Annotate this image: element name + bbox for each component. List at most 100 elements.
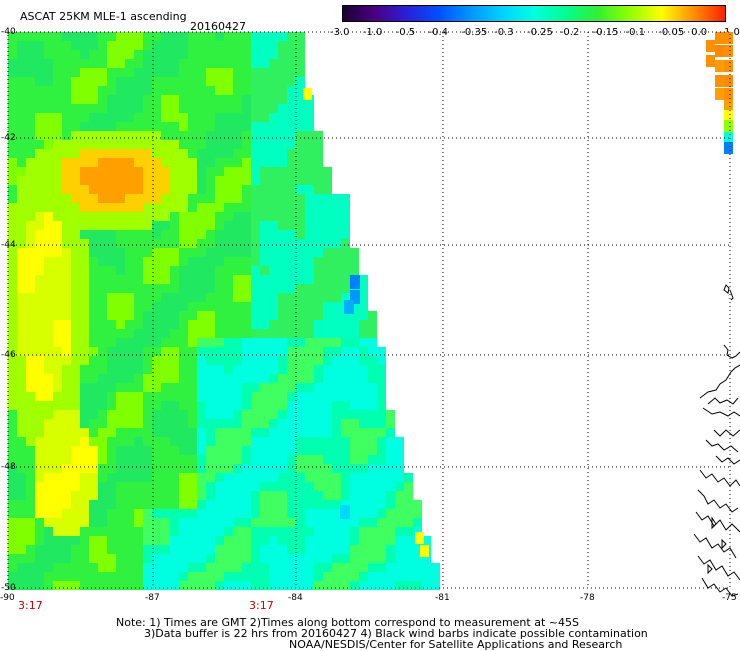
swath-cell — [116, 410, 125, 419]
swath-cell — [206, 464, 215, 473]
swath-cell — [80, 104, 89, 113]
swath-cell — [161, 446, 170, 455]
swath-cell — [53, 302, 62, 311]
swath-cell — [233, 113, 242, 122]
swath-cell — [179, 248, 188, 257]
swath-cell — [44, 446, 53, 455]
swath-cell — [44, 86, 53, 95]
swath-cell — [35, 410, 44, 419]
swath-cell — [8, 554, 17, 563]
swath-cell — [62, 149, 71, 158]
swath-cell — [143, 86, 152, 95]
swath-cell — [44, 437, 53, 446]
swath-cell — [161, 203, 170, 212]
swath-cell — [188, 77, 197, 86]
swath-cell — [125, 536, 134, 545]
swath-cell — [260, 419, 269, 428]
swath-cell — [224, 221, 233, 230]
swath-cell — [134, 32, 143, 41]
swath-cell — [161, 464, 170, 473]
swath-cell — [395, 581, 404, 590]
swath-cell — [44, 563, 53, 572]
swath-cell — [287, 392, 296, 401]
swath-cell — [80, 257, 89, 266]
swath-cell — [143, 518, 152, 527]
swath-cell — [251, 239, 260, 248]
swath-cell — [179, 185, 188, 194]
swath-cell — [161, 284, 170, 293]
swath-cell — [296, 275, 305, 284]
swath-cell — [269, 401, 278, 410]
swath-cell — [359, 356, 368, 365]
swath-cell — [287, 329, 296, 338]
swath-cell — [260, 401, 269, 410]
swath-cell — [179, 365, 188, 374]
swath-cell — [206, 365, 215, 374]
swath-cell — [260, 221, 269, 230]
swath-cell — [116, 365, 125, 374]
swath-cell — [233, 140, 242, 149]
swath-cell — [161, 257, 170, 266]
swath-cell — [287, 257, 296, 266]
swath-cell — [107, 338, 116, 347]
swath-cell — [161, 491, 170, 500]
swath-cell — [269, 131, 278, 140]
swath-cell — [305, 428, 314, 437]
swath-cell — [44, 356, 53, 365]
swath-cell — [359, 365, 368, 374]
swath-cell — [269, 284, 278, 293]
swath-cell — [197, 365, 206, 374]
swath-cell — [35, 464, 44, 473]
swath-cell — [80, 500, 89, 509]
swath-cell — [116, 284, 125, 293]
swath-cell — [107, 410, 116, 419]
swath-cell — [215, 329, 224, 338]
swath-cell — [188, 563, 197, 572]
swath-cell — [98, 455, 107, 464]
swath-cell — [206, 302, 215, 311]
swath-cell — [305, 563, 314, 572]
swath-cell — [116, 491, 125, 500]
swath-cell — [44, 311, 53, 320]
swath-cell — [296, 248, 305, 257]
swath-cell — [116, 383, 125, 392]
swath-cell — [269, 347, 278, 356]
swath-cell — [251, 185, 260, 194]
swath-cell — [80, 338, 89, 347]
swath-cell — [724, 75, 733, 87]
swath-cell — [188, 455, 197, 464]
swath-cell — [224, 203, 233, 212]
lon-label: -75 — [722, 593, 737, 603]
swath-cell — [386, 473, 395, 482]
swath-cell — [188, 554, 197, 563]
swath-cell — [44, 185, 53, 194]
swath-cell — [359, 338, 368, 347]
swath-cell — [98, 140, 107, 149]
swath-cell — [143, 374, 152, 383]
swath-cell — [224, 176, 233, 185]
swath-cell — [89, 302, 98, 311]
swath-cell — [116, 113, 125, 122]
swath-cell — [17, 293, 26, 302]
swath-cell — [350, 248, 359, 257]
swath-cell — [368, 410, 377, 419]
swath-cell — [53, 203, 62, 212]
swath-cell — [278, 212, 287, 221]
swath-cell — [422, 554, 431, 563]
swath-cell — [44, 482, 53, 491]
swath-cell — [188, 230, 197, 239]
swath-cell — [71, 428, 80, 437]
swath-cell — [404, 527, 413, 536]
swath-cell — [224, 320, 233, 329]
swath-cell — [377, 527, 386, 536]
swath-cell — [80, 41, 89, 50]
swath-cell — [170, 95, 179, 104]
swath-cell — [35, 185, 44, 194]
swath-cell — [287, 464, 296, 473]
swath-cell — [170, 68, 179, 77]
swath-cell — [134, 284, 143, 293]
swath-cell — [323, 176, 332, 185]
swath-cell — [116, 545, 125, 554]
swath-cell — [197, 104, 206, 113]
swath-cell — [242, 374, 251, 383]
